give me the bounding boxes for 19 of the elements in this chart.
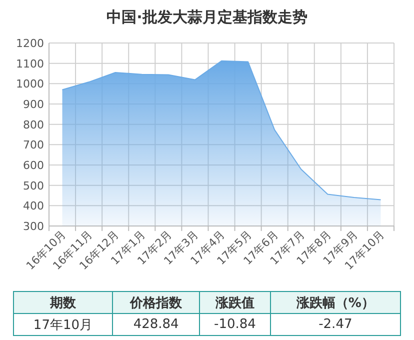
text: 价格指数 [112, 292, 200, 314]
chart-title: 中国·批发大蒜月定基指数走势 [106, 8, 308, 26]
y-tick-label: 800 [23, 118, 44, 132]
y-tick-label: 600 [23, 159, 44, 172]
text: -2.47 [270, 314, 400, 336]
y-tick-label: 1200 [16, 37, 44, 50]
y-tick-label: 900 [23, 98, 44, 111]
y-tick-label: 400 [23, 200, 44, 213]
text: 428.84 [112, 314, 200, 336]
text: 期数 [14, 292, 112, 314]
y-tick-label: 700 [23, 138, 44, 152]
y-tick-label: 1100 [16, 57, 44, 70]
text: -10.84 [200, 314, 270, 336]
y-tick-label: 1000 [16, 78, 44, 91]
text: 17年10月 [14, 314, 112, 336]
text: 涨跌幅（%） [270, 292, 400, 314]
y-tick-label: 500 [23, 179, 44, 192]
y-tick-label: 300 [23, 220, 44, 233]
text: 涨跌值 [200, 292, 270, 314]
